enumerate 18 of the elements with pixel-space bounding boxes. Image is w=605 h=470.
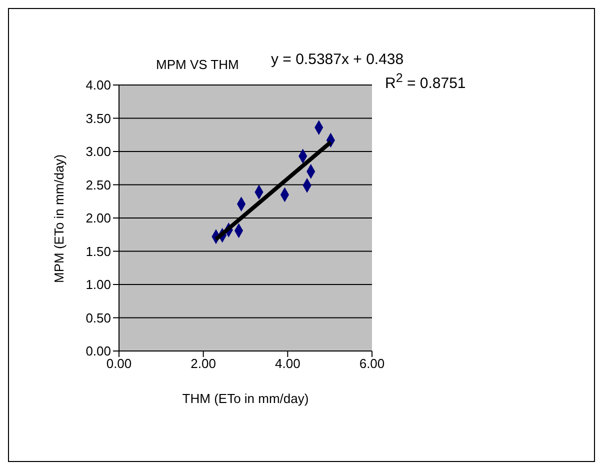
x-axis-title: THM (ETo in mm/day) [182, 391, 309, 406]
y-tick-label: 2.50 [86, 177, 111, 192]
y-tick-label: 2.00 [86, 210, 111, 226]
y-tick-label: 0.50 [86, 310, 111, 326]
x-tick-label: 2.00 [190, 356, 216, 372]
y-tick-label: 3.00 [86, 144, 111, 160]
x-tick-label: 4.00 [275, 356, 300, 372]
y-tick-label: 3.50 [86, 110, 111, 126]
chart-title: MPM VS THM [156, 57, 239, 72]
y-tick-label: 1.50 [86, 244, 111, 259]
text: y = 0.5387x + 0.438 [271, 51, 404, 68]
text: R$^{2}$ = 0.8751 [385, 71, 466, 92]
y-tick-label: 1.00 [86, 277, 111, 292]
y-axis-title: MPM (ETo in mm/day) [52, 154, 67, 283]
y-tick-label: 4.00 [86, 78, 111, 93]
x-tick-label: 0.00 [106, 356, 132, 372]
y-tick-label: 0.00 [86, 344, 111, 359]
x-tick-label: 6.00 [359, 356, 385, 372]
